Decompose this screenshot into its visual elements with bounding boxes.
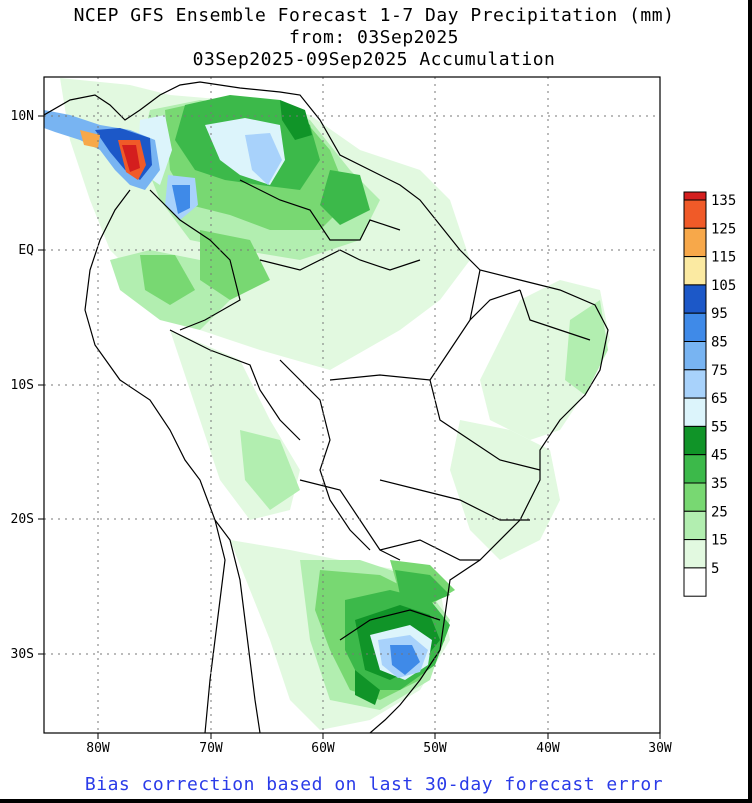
lon-label-30w: 30W [648, 741, 672, 756]
gridlines [44, 77, 660, 733]
bias-correction-note: Bias correction based on last 30-day for… [84, 774, 664, 795]
states-brazil-2 [429, 379, 541, 471]
coastline-pacific [44, 81, 609, 733]
border-argentina-chile [214, 519, 261, 733]
lon-label-80w: 80W [86, 741, 110, 756]
legend-swatch [683, 191, 707, 201]
legend-label: 115 [711, 250, 736, 266]
border-peru-bolivia [169, 329, 301, 441]
legend-label: 135 [711, 193, 736, 209]
precip-high-pacific [44, 110, 160, 190]
lat-label-30s: 30S [11, 647, 34, 662]
map-subtitle-date: from: 03Sep2025 [288, 27, 460, 48]
map-subtitle-period: 03Sep2025-09Sep2025 Accumulation [192, 49, 556, 70]
legend-swatch [683, 199, 707, 229]
legend-swatch [683, 539, 707, 569]
legend-swatch [683, 312, 707, 343]
legend-swatch [683, 227, 707, 258]
border-uruguay [339, 609, 441, 641]
legend-label: 35 [711, 476, 728, 492]
border-colombia [149, 189, 241, 331]
lon-label-70w: 70W [199, 741, 223, 756]
map-title: NCEP GFS Ensemble Forecast 1-7 Day Preci… [73, 5, 675, 26]
legend-swatch [683, 397, 707, 427]
map-border [43, 76, 661, 734]
lat-label-10n: 10N [11, 109, 34, 124]
lat-label-eq: EQ [18, 243, 34, 258]
colorbar-legend: 135 125 115 105 95 85 75 65 55 45 35 25 15 5 [683, 191, 736, 597]
legend-label: 45 [711, 448, 728, 464]
legend-label: 125 [711, 221, 736, 237]
legend-swatch [683, 256, 707, 286]
map-layers [44, 78, 610, 730]
states-brazil-1 [329, 289, 521, 381]
states-brazil-6 [519, 289, 591, 341]
lon-label-60w: 60W [311, 741, 335, 756]
precip-85mm-areas [172, 185, 420, 675]
legend-swatch [683, 284, 707, 314]
legend-swatch [683, 341, 707, 371]
legend-swatch [683, 567, 707, 597]
legend-label: 5 [711, 561, 719, 577]
legend-label: 65 [711, 391, 728, 407]
borders [44, 81, 609, 733]
coastline-west [84, 189, 226, 733]
border-paraguay [299, 479, 401, 561]
legend-label: 75 [711, 363, 728, 379]
lon-label-40w: 40W [536, 741, 560, 756]
legend-swatch [683, 454, 707, 484]
lat-label-10s: 10S [11, 378, 34, 393]
legend-label: 15 [711, 533, 728, 549]
states-brazil-3 [379, 479, 530, 521]
legend-label: 95 [711, 306, 728, 322]
legend-label: 85 [711, 335, 728, 351]
lat-label-20s: 20S [11, 512, 34, 527]
legend-swatch [683, 369, 707, 399]
lat-axis: 10N EQ 10S 20S 30S [11, 109, 44, 662]
border-venezuela [239, 179, 401, 241]
legend-label: 55 [711, 419, 728, 435]
border-brazil-west [279, 359, 371, 551]
border-brazil-north [259, 249, 421, 271]
states-brazil-4 [379, 539, 480, 561]
states-brazil-5 [469, 269, 481, 321]
legend-swatch [683, 482, 707, 512]
legend-swatch [683, 425, 707, 456]
lon-label-50w: 50W [423, 741, 447, 756]
legend-label: 25 [711, 504, 728, 520]
legend-swatch [683, 510, 707, 541]
precipitation-map: 10N EQ 10S 20S 30S 80W 70W 60W 50W 40W 3… [11, 76, 736, 756]
lon-axis: 80W 70W 60W 50W 40W 30W [86, 733, 672, 756]
legend-label: 105 [711, 278, 736, 294]
